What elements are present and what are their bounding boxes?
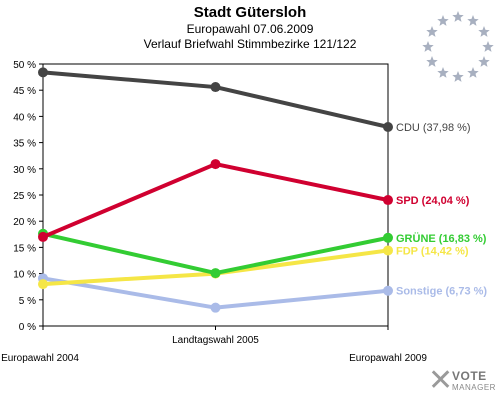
eu-star-icon [426, 26, 438, 37]
data-point-cdu [38, 67, 48, 78]
y-tick-label: 20 % [13, 217, 36, 228]
title-block: Stadt Gütersloh Europawahl 07.06.2009 Ve… [0, 4, 500, 52]
vote-manager-x-icon: ✕ [428, 364, 454, 397]
data-point-fdp [38, 279, 48, 290]
eu-star-icon [426, 56, 438, 67]
series-label-fdp: FDP (14,42 %) [396, 245, 469, 257]
x-tick-label: Europawahl 2004 [1, 353, 79, 364]
y-tick-label: 10 % [13, 270, 36, 281]
data-point-spd [38, 231, 48, 242]
series-label-cdu: CDU (37,98 %) [396, 122, 471, 134]
data-point-gr-ne [383, 232, 393, 243]
data-point-spd [210, 159, 221, 170]
y-tick-label: 0 % [19, 322, 36, 333]
x-tick-label: Europawahl 2009 [349, 353, 427, 364]
y-tick-label: 30 % [13, 165, 36, 176]
eu-star-icon [478, 56, 490, 67]
series-label-sonstige: Sonstige (6,73 %) [396, 286, 487, 298]
data-point-sonstige [210, 302, 221, 313]
logo-word-vote: VOTE [452, 369, 487, 383]
series-label-spd: SPD (24,04 %) [396, 195, 470, 207]
eu-star-icon [422, 41, 434, 52]
y-tick-label: 25 % [13, 191, 36, 202]
eu-star-icon [467, 67, 479, 78]
data-point-spd [383, 195, 393, 206]
data-point-sonstige [383, 285, 393, 296]
eu-star-icon [437, 67, 449, 78]
chart-subtitle-scope: Verlauf Briefwahl Stimmbezirke 121/122 [143, 37, 357, 51]
y-tick-label: 45 % [13, 86, 36, 97]
chart-subtitle-election: Europawahl 07.06.2009 [186, 22, 314, 36]
y-tick-label: 15 % [13, 243, 36, 254]
y-tick-label: 50 % [13, 60, 36, 71]
vote-manager-logo: ✕ VOTE MANAGER [428, 366, 498, 396]
eu-star-icon [482, 41, 494, 52]
y-tick-label: 40 % [13, 112, 36, 123]
eu-star-icon [437, 15, 449, 26]
data-point-fdp [383, 245, 393, 256]
eu-star-icon [478, 26, 490, 37]
logo-word-manager: MANAGER [452, 383, 496, 392]
eu-star-icon [452, 71, 464, 82]
y-tick-label: 35 % [13, 139, 36, 150]
y-tick-label: 5 % [19, 296, 36, 307]
x-tick-label: Landtagswahl 2005 [172, 335, 259, 346]
chart-title: Stadt Gütersloh [193, 4, 307, 21]
data-point-gr-ne [210, 268, 221, 279]
data-point-cdu [383, 121, 393, 132]
eu-star-icon [452, 11, 464, 22]
series-label-gr-ne: GRÜNE (16,83 %) [396, 232, 487, 245]
eu-star-icon [467, 15, 479, 26]
data-point-cdu [210, 82, 221, 93]
